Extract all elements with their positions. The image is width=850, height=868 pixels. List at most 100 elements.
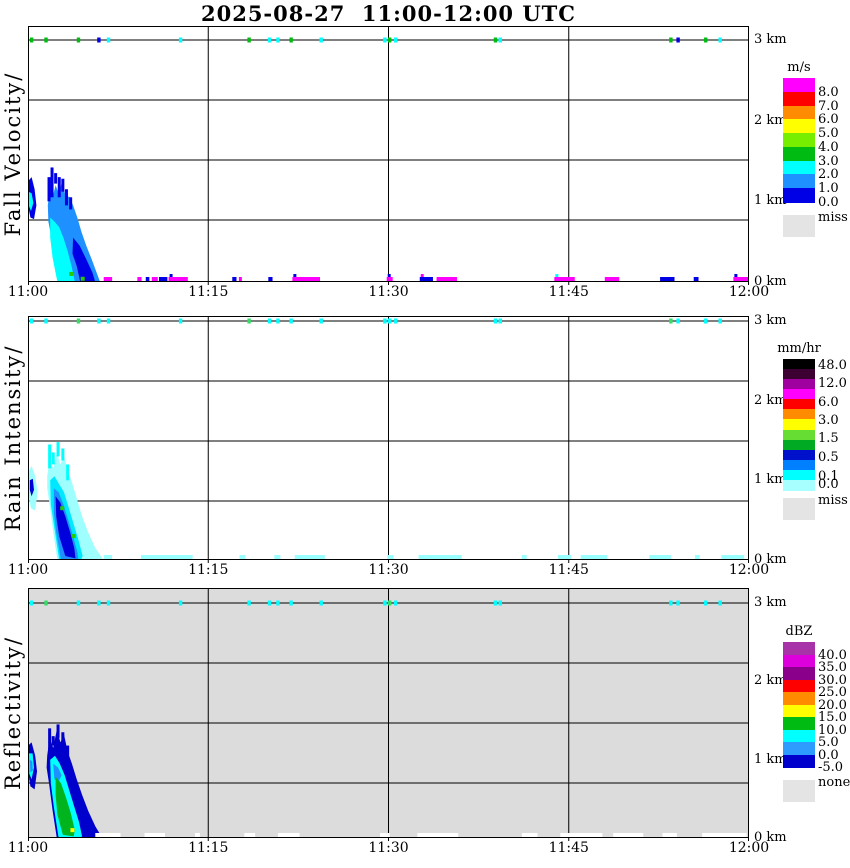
colorbar-missing-label: miss (818, 210, 848, 225)
echo-3km (44, 600, 48, 606)
x-tick-label: 11:00 (7, 840, 49, 856)
echo-3km (319, 600, 323, 606)
colorbar-tick-label: 0.5 (818, 449, 839, 465)
surface-echo (604, 277, 620, 282)
echo-3km (247, 600, 251, 606)
echo-spike (47, 177, 51, 202)
surface-echo (386, 277, 393, 282)
panel-reflectivity (28, 588, 749, 842)
colorbar-tick-label: 15.0 (818, 710, 847, 725)
left-echo-blob (29, 478, 34, 497)
x-tick-label: 11:30 (368, 562, 409, 578)
echo-spike (51, 736, 55, 746)
surface-echo (694, 555, 700, 560)
echo-3km (388, 600, 392, 606)
colorbar-segment (783, 133, 815, 148)
colorbar-tick-label: 5.0 (818, 735, 839, 750)
colorbar-tick-label: -5.0 (818, 760, 844, 775)
surface-echo (137, 277, 142, 282)
colorbar-tick-label: 3.0 (818, 153, 839, 169)
surface-echo (649, 555, 671, 560)
echo-spike (69, 197, 73, 210)
colorbar-tick-label: 20.0 (818, 697, 847, 713)
echo-spike (48, 728, 52, 751)
surface-echo (560, 833, 603, 838)
echo-3km (718, 600, 722, 606)
echo-3km (676, 600, 680, 606)
echo-3km (267, 318, 272, 324)
colorbar-segment (783, 704, 815, 718)
km-label: 0 km (754, 552, 787, 567)
echo-fleck (60, 255, 65, 260)
colorbar-missing-swatch (783, 498, 815, 520)
colorbar-tick-label: 0.0 (818, 747, 839, 763)
echo-3km (289, 318, 293, 324)
echo-3km (178, 318, 183, 324)
surface-echo (662, 833, 677, 838)
echo-spike (54, 173, 58, 184)
surface-echo (168, 277, 188, 282)
surface-echo (418, 555, 462, 560)
x-tick-label: 11:15 (188, 284, 229, 300)
surface-echo (554, 277, 575, 282)
echo-spike (61, 448, 65, 461)
echo-spike (51, 452, 55, 465)
echo-fleck (60, 506, 65, 511)
echo-3km (493, 318, 498, 324)
colorbar-segment (783, 654, 815, 668)
x-tick-label: 11:15 (188, 840, 229, 856)
colorbar-tick-label: 0.0 (818, 476, 839, 492)
colorbar-tick-label: 25.0 (818, 685, 847, 700)
echo-spike (56, 724, 60, 738)
echo-3km (704, 600, 708, 606)
echo-3km (718, 37, 722, 43)
echo-spike (56, 442, 60, 457)
echo-3km (178, 37, 183, 43)
ylabel-reflectivity: Reflectivity/ (1, 635, 25, 791)
colorbar-tick-label: 1.0 (818, 181, 839, 197)
colorbar-missing-label: miss (818, 493, 848, 508)
colorbar-tick-label: 6.0 (818, 112, 839, 128)
km-label: 1 km (754, 472, 787, 488)
colorbar-segment (783, 389, 815, 400)
colorbar-segment (783, 469, 815, 481)
echo-fleck (70, 828, 75, 833)
echo-spike (57, 177, 61, 198)
colorbar-tick-label: 30.0 (818, 672, 847, 688)
main-echo-blob (55, 776, 75, 837)
echo-3km (76, 318, 81, 324)
echo-3km (669, 37, 673, 43)
surface-echo (95, 833, 121, 838)
echo-3km (676, 318, 680, 324)
echo-spike (61, 732, 65, 744)
echo-3km (319, 37, 323, 43)
x-tick-label: 11:00 (7, 284, 49, 300)
km-label: 1 km (754, 751, 787, 767)
km-label: 1 km (754, 193, 787, 209)
surface-echo (144, 833, 165, 838)
echo-3km (29, 318, 34, 324)
left-echo-blob (28, 191, 34, 211)
colorbar-tick-label: 1.5 (818, 430, 839, 446)
colorbar-unit-label: mm/hr (777, 341, 821, 356)
colorbar-tick-label: 10.0 (818, 722, 847, 738)
surface-echo (158, 277, 168, 282)
colorbar-tick-label: 8.0 (818, 84, 839, 100)
x-tick-label: 11:15 (188, 562, 229, 578)
echo-3km (97, 600, 101, 606)
colorbar-tick-label: 12.0 (818, 375, 847, 391)
echo-spike (48, 444, 52, 469)
echo-3km (394, 600, 398, 606)
echo-3km (289, 600, 293, 606)
km-label: 0 km (754, 830, 787, 845)
km-label: 2 km (754, 112, 787, 128)
echo-3km (276, 600, 280, 606)
colorbar-segment (783, 91, 815, 107)
surface-echo (103, 555, 113, 560)
colorbar-segment (783, 419, 815, 431)
echo-3km (669, 318, 673, 324)
echo-fleck (71, 534, 76, 539)
x-tick-label: 11:30 (368, 840, 409, 856)
echo-3km (498, 37, 502, 43)
